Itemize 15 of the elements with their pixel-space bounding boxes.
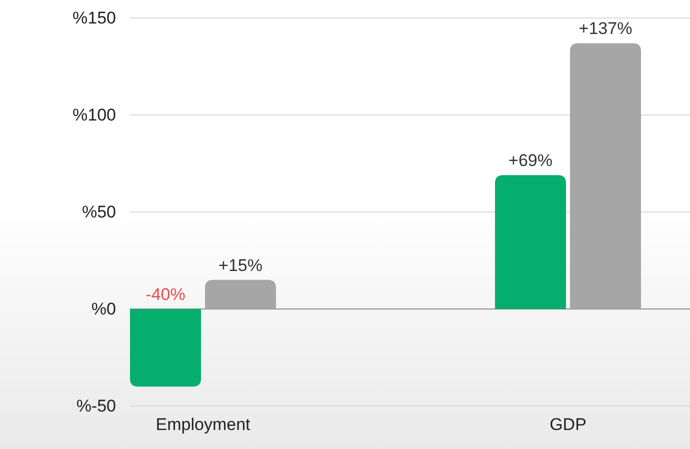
y-tick-label: %100 [72, 105, 116, 124]
y-tick-label: %50 [82, 202, 116, 222]
data-label: +69% [508, 151, 552, 170]
x-tick-label: GDP [550, 415, 586, 434]
bar [570, 43, 641, 309]
bar [495, 175, 566, 309]
y-tick-label: %-50 [76, 396, 116, 416]
y-tick-label: %0 [91, 299, 116, 318]
data-label: +15% [218, 256, 262, 275]
bar [130, 309, 201, 387]
data-label: +137% [578, 19, 632, 38]
bar [205, 280, 276, 309]
x-tick-label: Employment [156, 415, 251, 434]
y-tick-label: %150 [72, 8, 116, 28]
data-label: -40% [146, 285, 186, 304]
